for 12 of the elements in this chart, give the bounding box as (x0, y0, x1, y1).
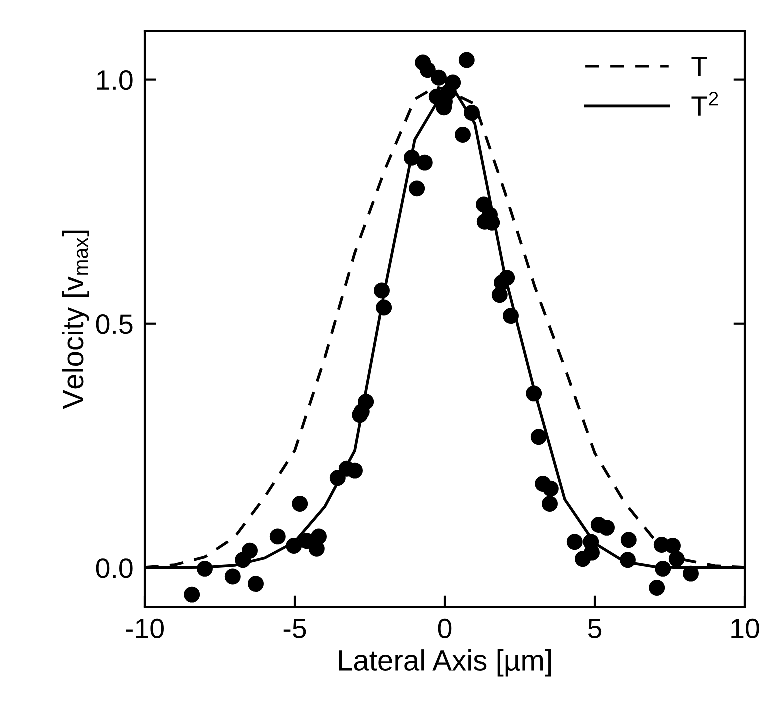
x-tick-label: 5 (588, 619, 602, 639)
x-tick-label: -5 (284, 619, 306, 639)
y-tick-label: 0.5 (96, 314, 133, 334)
x-axis-title: Lateral Axis [µm] (339, 650, 552, 677)
x-tick-label: -10 (126, 618, 164, 639)
legend-label: T$^{2}$ (692, 92, 718, 116)
y-tick-label: 1.0 (97, 70, 133, 90)
y-tick-label: 0.0 (96, 558, 133, 578)
legend-label: T (692, 57, 708, 76)
x-tick-label: 10 (732, 618, 760, 639)
y-axis-title: Velocity [v$_{max}$] (62, 230, 90, 410)
x-tick-label: 0 (438, 618, 452, 639)
